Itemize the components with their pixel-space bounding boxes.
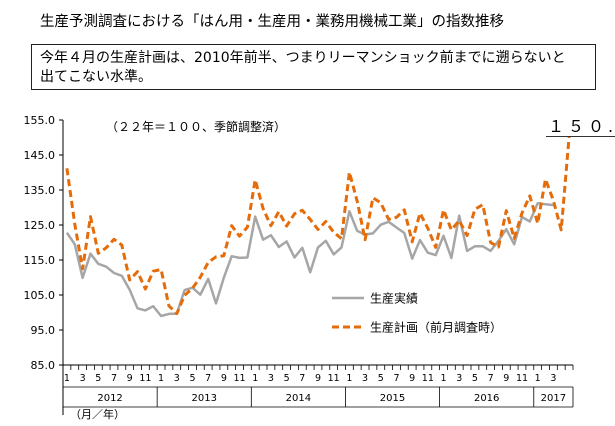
month-label: 11 bbox=[328, 373, 340, 384]
month-label: 1 bbox=[64, 373, 70, 384]
y-tick-label: 135.0 bbox=[24, 184, 56, 197]
y-tick-label: 105.0 bbox=[24, 289, 56, 302]
month-label: 9 bbox=[315, 373, 321, 384]
legend-label-actual: 生産実績 bbox=[370, 291, 418, 306]
month-label: 9 bbox=[221, 373, 227, 384]
month-label: 3 bbox=[174, 373, 180, 384]
month-label: 3 bbox=[550, 373, 556, 384]
month-label: 11 bbox=[422, 373, 434, 384]
month-label: 5 bbox=[189, 373, 195, 384]
month-label: 3 bbox=[362, 373, 368, 384]
month-label: 5 bbox=[472, 373, 478, 384]
y-tick-label: 155.0 bbox=[24, 114, 56, 127]
chart-subtitle: （２２年＝１００、季節調整済） bbox=[106, 119, 286, 134]
year-label: 2013 bbox=[192, 393, 217, 404]
chart-axes bbox=[59, 119, 574, 415]
month-label: 1 bbox=[441, 373, 447, 384]
month-label: 7 bbox=[488, 373, 494, 384]
note-line-2: 出てこない水準。 bbox=[40, 69, 152, 85]
y-tick-label: 85.0 bbox=[31, 359, 56, 372]
series-plan-line bbox=[65, 136, 571, 316]
year-label: 2014 bbox=[286, 393, 311, 404]
month-label: 5 bbox=[95, 373, 101, 384]
month-label: 11 bbox=[516, 373, 528, 384]
series-lines bbox=[65, 136, 571, 318]
y-tick-label: 95.0 bbox=[31, 324, 56, 337]
month-label: 7 bbox=[299, 373, 305, 384]
y-tick-label: 145.0 bbox=[24, 149, 56, 162]
year-label: 2012 bbox=[97, 393, 122, 404]
series-actual-line bbox=[65, 202, 554, 318]
year-label: 2017 bbox=[541, 393, 566, 404]
month-label: 9 bbox=[409, 373, 415, 384]
year-label: 2016 bbox=[474, 393, 499, 404]
month-label: 11 bbox=[139, 373, 151, 384]
month-label: 1 bbox=[346, 373, 352, 384]
month-label: 1 bbox=[158, 373, 164, 384]
month-label: 11 bbox=[233, 373, 245, 384]
note-line-1: 今年４月の生産計画は、2010年前半、つまりリーマンショック前までに遡らないと bbox=[40, 50, 566, 66]
month-label: 9 bbox=[127, 373, 133, 384]
month-label: 7 bbox=[111, 373, 117, 384]
latest-value-annotation: １５０.２ bbox=[546, 118, 615, 137]
y-tick-label: 115.0 bbox=[24, 254, 56, 267]
month-label: 5 bbox=[284, 373, 290, 384]
month-label: 3 bbox=[268, 373, 274, 384]
y-tick-label: 125.0 bbox=[24, 219, 56, 232]
x-axis-label: （月／年） bbox=[70, 407, 125, 421]
year-label: 2015 bbox=[380, 393, 405, 404]
note-box: 今年４月の生産計画は、2010年前半、つまりリーマンショック前までに遡らないと … bbox=[31, 44, 596, 90]
month-label: 7 bbox=[205, 373, 211, 384]
month-label: 3 bbox=[80, 373, 86, 384]
month-label: 1 bbox=[252, 373, 258, 384]
month-label: 7 bbox=[393, 373, 399, 384]
month-label: 3 bbox=[456, 373, 462, 384]
month-label: 5 bbox=[378, 373, 384, 384]
y-tick-labels: 155.0 145.0 135.0 125.0 115.0 105.0 95.0 85.0 bbox=[24, 114, 56, 372]
month-label: 9 bbox=[503, 373, 509, 384]
month-label: 1 bbox=[535, 373, 541, 384]
legend-label-plan: 生産計画（前月調査時） bbox=[370, 320, 502, 335]
x-tick-labels: 1 3 5 7 9 11 1 3 5 7 9 11 1 3 5 7 9 11 1 3 5 7 9 11 1 3 5 7 9 11 1 3201… bbox=[64, 373, 566, 404]
chart-title: 生産予測調査における「はん用・生産用・業務用機械工業」の指数推移 bbox=[40, 14, 504, 30]
